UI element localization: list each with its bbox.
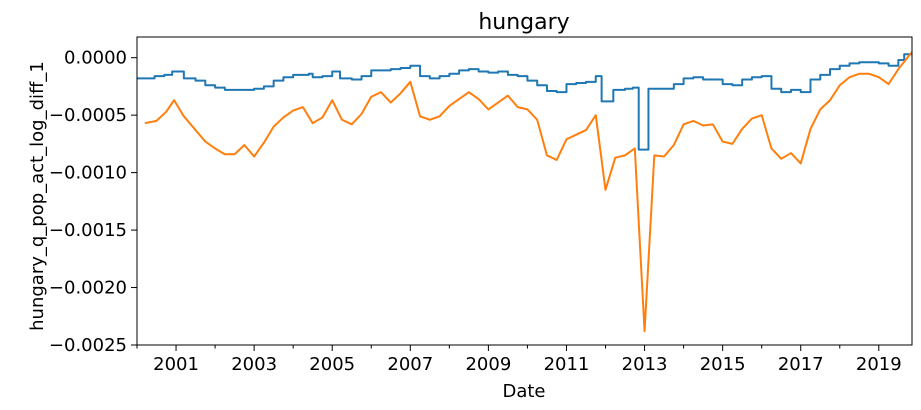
x-tick-label: 2013 — [622, 354, 668, 375]
y-tick-label: −0.0005 — [49, 105, 127, 126]
y-tick-label: −0.0010 — [49, 163, 127, 184]
x-tick-label: 2009 — [465, 354, 511, 375]
x-tick-label: 2001 — [153, 354, 199, 375]
series-line-2 — [144, 51, 913, 333]
chart-title: hungary — [478, 10, 569, 35]
plot-frame — [136, 36, 913, 346]
x-tick-label: 2003 — [231, 354, 277, 375]
series-line-1 — [137, 53, 912, 151]
x-axis-title: Date — [502, 381, 545, 402]
x-tick-label: 2015 — [700, 354, 746, 375]
y-axis-title: hungary_q_pop_act_log_diff_1 — [27, 61, 48, 331]
y-tick-label: −0.0015 — [49, 220, 127, 241]
y-tick-label: −0.0020 — [49, 278, 127, 299]
x-tick-label: 2017 — [778, 354, 824, 375]
series-layer — [137, 51, 913, 333]
x-tick-label: 2011 — [544, 354, 590, 375]
y-tick-label: −0.0025 — [49, 335, 127, 356]
x-axis: 2001 2003 2005 2007 2009 2011 2013 2015 2017 2019 — [136, 345, 902, 375]
x-tick-label: 2019 — [856, 354, 902, 375]
y-axis: 0.0000 −0.0005 −0.0010 −0.0015 −0.0020 −0.002… — [49, 48, 137, 356]
x-tick-label: 2007 — [387, 354, 433, 375]
x-tick-label: 2005 — [309, 354, 355, 375]
y-tick-label: 0.0000 — [64, 48, 127, 69]
